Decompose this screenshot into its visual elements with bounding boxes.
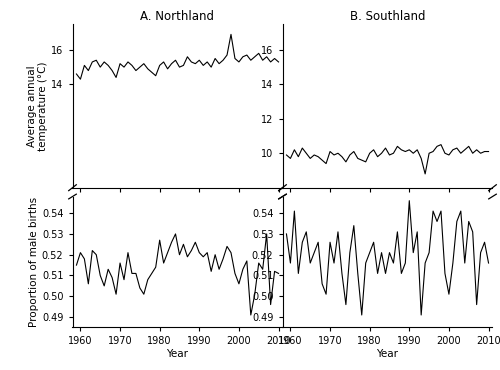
Title: A. Northland: A. Northland (140, 10, 214, 23)
X-axis label: Year: Year (166, 349, 188, 359)
Y-axis label: Average annual
temperature (°C): Average annual temperature (°C) (27, 61, 48, 151)
X-axis label: Year: Year (376, 349, 398, 359)
Y-axis label: Proportion of male births: Proportion of male births (29, 197, 39, 327)
Title: B. Southland: B. Southland (350, 10, 425, 23)
